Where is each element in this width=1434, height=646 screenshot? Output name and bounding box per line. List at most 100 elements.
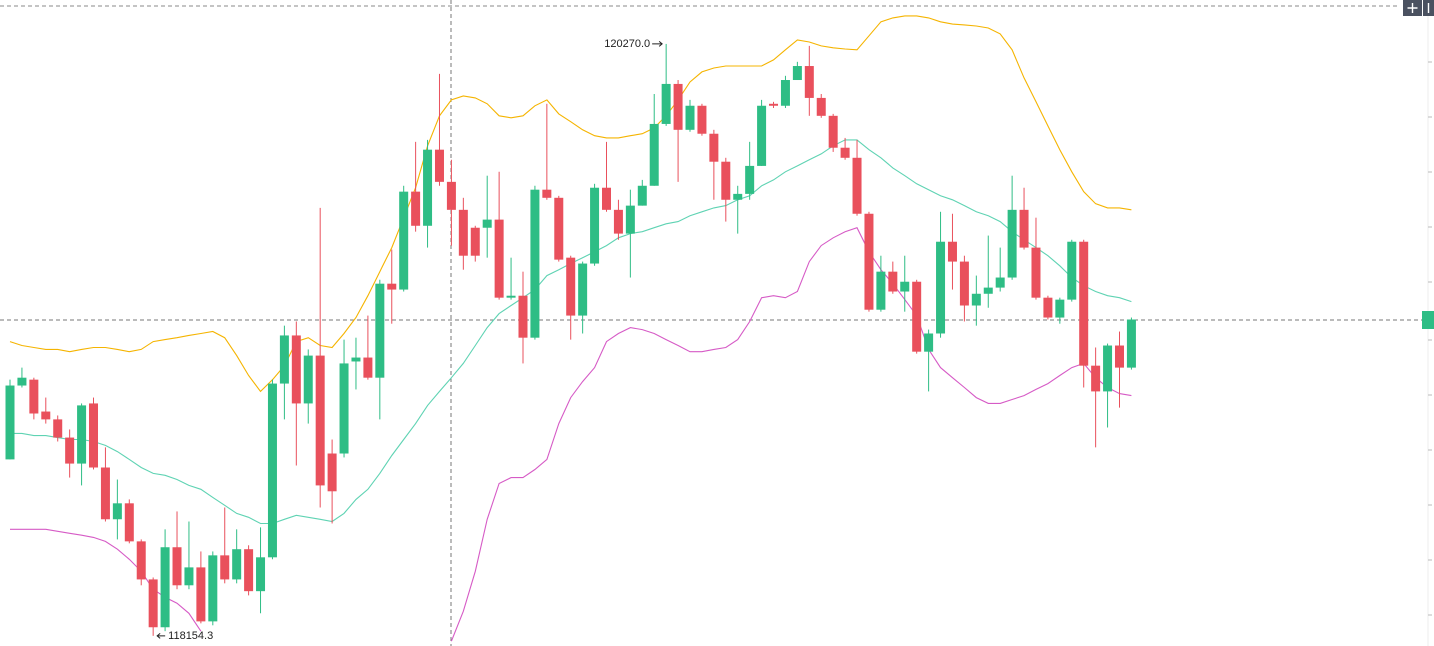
candle-body xyxy=(423,149,433,226)
candle-body xyxy=(661,83,671,124)
candle-body xyxy=(351,357,361,362)
candle-body xyxy=(244,549,254,592)
band-line xyxy=(9,15,1132,393)
candle-body xyxy=(924,333,934,352)
candle-body xyxy=(1103,345,1113,392)
candle-body xyxy=(315,355,325,486)
candle-body xyxy=(947,241,957,262)
candle-body xyxy=(1114,345,1124,368)
candle-body xyxy=(160,547,170,628)
candle-body xyxy=(733,193,743,200)
candle-body xyxy=(637,185,647,206)
candle-body xyxy=(590,187,600,264)
candle-body xyxy=(65,437,75,464)
candle-body xyxy=(530,189,540,338)
candle-body xyxy=(399,191,409,290)
candle-body xyxy=(100,467,110,520)
candle-body xyxy=(578,263,588,316)
candle-body xyxy=(1043,297,1053,318)
candle-body xyxy=(971,293,981,306)
candle-body xyxy=(840,147,850,158)
candle-body xyxy=(482,219,492,228)
candle-body xyxy=(769,103,779,106)
candle-body xyxy=(196,567,206,622)
candle-body xyxy=(184,567,194,586)
candle-body xyxy=(804,66,814,98)
candle-body xyxy=(291,335,301,404)
candle-body xyxy=(446,181,456,210)
candle-body xyxy=(506,295,516,298)
candle-body xyxy=(494,219,504,298)
candle-body xyxy=(279,335,289,384)
high-label: 120270.0 xyxy=(604,38,650,50)
candle-body xyxy=(53,419,63,438)
candle-body xyxy=(232,549,242,580)
candle-body xyxy=(912,281,922,352)
candle-body xyxy=(172,547,182,586)
candle-body xyxy=(363,357,373,378)
candle-body xyxy=(721,161,731,200)
candle-body xyxy=(124,503,134,542)
candle-body xyxy=(876,271,886,310)
candle-body xyxy=(5,385,15,460)
candle-body xyxy=(1126,319,1136,368)
candle-body xyxy=(434,149,444,182)
candle-body xyxy=(1031,247,1041,298)
candle-body xyxy=(148,579,158,628)
low-arrow xyxy=(156,632,166,639)
candle-body xyxy=(685,105,695,130)
candle-body xyxy=(1019,209,1029,248)
candle-body xyxy=(112,503,122,520)
candle-body xyxy=(554,197,564,260)
candle-body xyxy=(709,133,719,162)
candle-body xyxy=(613,209,623,234)
candle-body xyxy=(518,295,528,338)
candle-body xyxy=(470,227,480,256)
candle-body xyxy=(220,555,230,580)
candle-body xyxy=(936,241,946,334)
plot: 120270.0 118154.3 xyxy=(5,15,1136,642)
candle-body xyxy=(780,80,790,106)
candle-body xyxy=(1079,241,1089,366)
candle-body xyxy=(303,355,313,404)
candle-body xyxy=(864,213,874,310)
candle-body xyxy=(136,541,146,580)
candle-body xyxy=(697,105,707,134)
candle-body xyxy=(267,383,277,558)
candle-body xyxy=(1091,365,1101,392)
low-label: 118154.3 xyxy=(168,630,213,642)
candle-body xyxy=(995,277,1005,288)
candle-body xyxy=(852,157,862,214)
candle-body xyxy=(458,209,468,256)
candle-body xyxy=(77,405,87,464)
candle-body xyxy=(411,191,421,226)
candle-body xyxy=(339,363,349,454)
menu-button[interactable] xyxy=(1423,0,1434,16)
candle-body xyxy=(673,83,683,130)
candle-body xyxy=(89,403,99,468)
candle-body xyxy=(1007,209,1017,278)
candle-body xyxy=(1055,299,1065,318)
candle-body xyxy=(29,379,39,414)
candle-body xyxy=(327,453,337,492)
candle-body xyxy=(256,557,266,592)
candle-body xyxy=(757,105,767,166)
candle-body xyxy=(542,189,552,198)
zoom-button[interactable] xyxy=(1403,0,1422,16)
candle-body xyxy=(1067,241,1077,300)
candle-body xyxy=(602,187,611,210)
candle-body xyxy=(387,283,397,290)
candle-body xyxy=(375,283,385,378)
candle-body xyxy=(959,261,969,306)
high-arrow xyxy=(652,41,663,47)
candle-body xyxy=(208,555,218,622)
candle-body xyxy=(828,115,838,148)
price-tag xyxy=(1422,311,1434,329)
candle-body xyxy=(983,287,993,294)
candle-body xyxy=(900,281,910,292)
candle-body xyxy=(17,377,27,386)
candle-body xyxy=(792,66,802,81)
candle-body xyxy=(649,123,659,186)
